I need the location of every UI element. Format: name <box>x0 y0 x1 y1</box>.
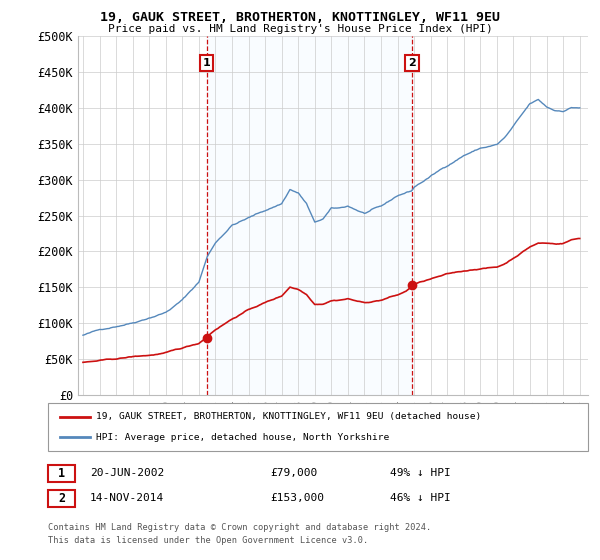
Text: 2: 2 <box>58 492 65 505</box>
Bar <box>206 36 412 395</box>
Text: Contains HM Land Registry data © Crown copyright and database right 2024.: Contains HM Land Registry data © Crown c… <box>48 523 431 532</box>
Text: 19, GAUK STREET, BROTHERTON, KNOTTINGLEY, WF11 9EU (detached house): 19, GAUK STREET, BROTHERTON, KNOTTINGLEY… <box>96 412 481 421</box>
Text: 49% ↓ HPI: 49% ↓ HPI <box>390 468 451 478</box>
Text: £79,000: £79,000 <box>270 468 317 478</box>
Text: 19, GAUK STREET, BROTHERTON, KNOTTINGLEY, WF11 9EU: 19, GAUK STREET, BROTHERTON, KNOTTINGLEY… <box>100 11 500 24</box>
Text: HPI: Average price, detached house, North Yorkshire: HPI: Average price, detached house, Nort… <box>96 433 389 442</box>
Text: 20-JUN-2002: 20-JUN-2002 <box>90 468 164 478</box>
Text: 14-NOV-2014: 14-NOV-2014 <box>90 493 164 503</box>
Text: 2: 2 <box>408 58 416 68</box>
Text: 1: 1 <box>203 58 211 68</box>
Text: 1: 1 <box>58 466 65 480</box>
Text: 46% ↓ HPI: 46% ↓ HPI <box>390 493 451 503</box>
Text: £153,000: £153,000 <box>270 493 324 503</box>
Text: This data is licensed under the Open Government Licence v3.0.: This data is licensed under the Open Gov… <box>48 536 368 545</box>
Text: Price paid vs. HM Land Registry's House Price Index (HPI): Price paid vs. HM Land Registry's House … <box>107 24 493 34</box>
